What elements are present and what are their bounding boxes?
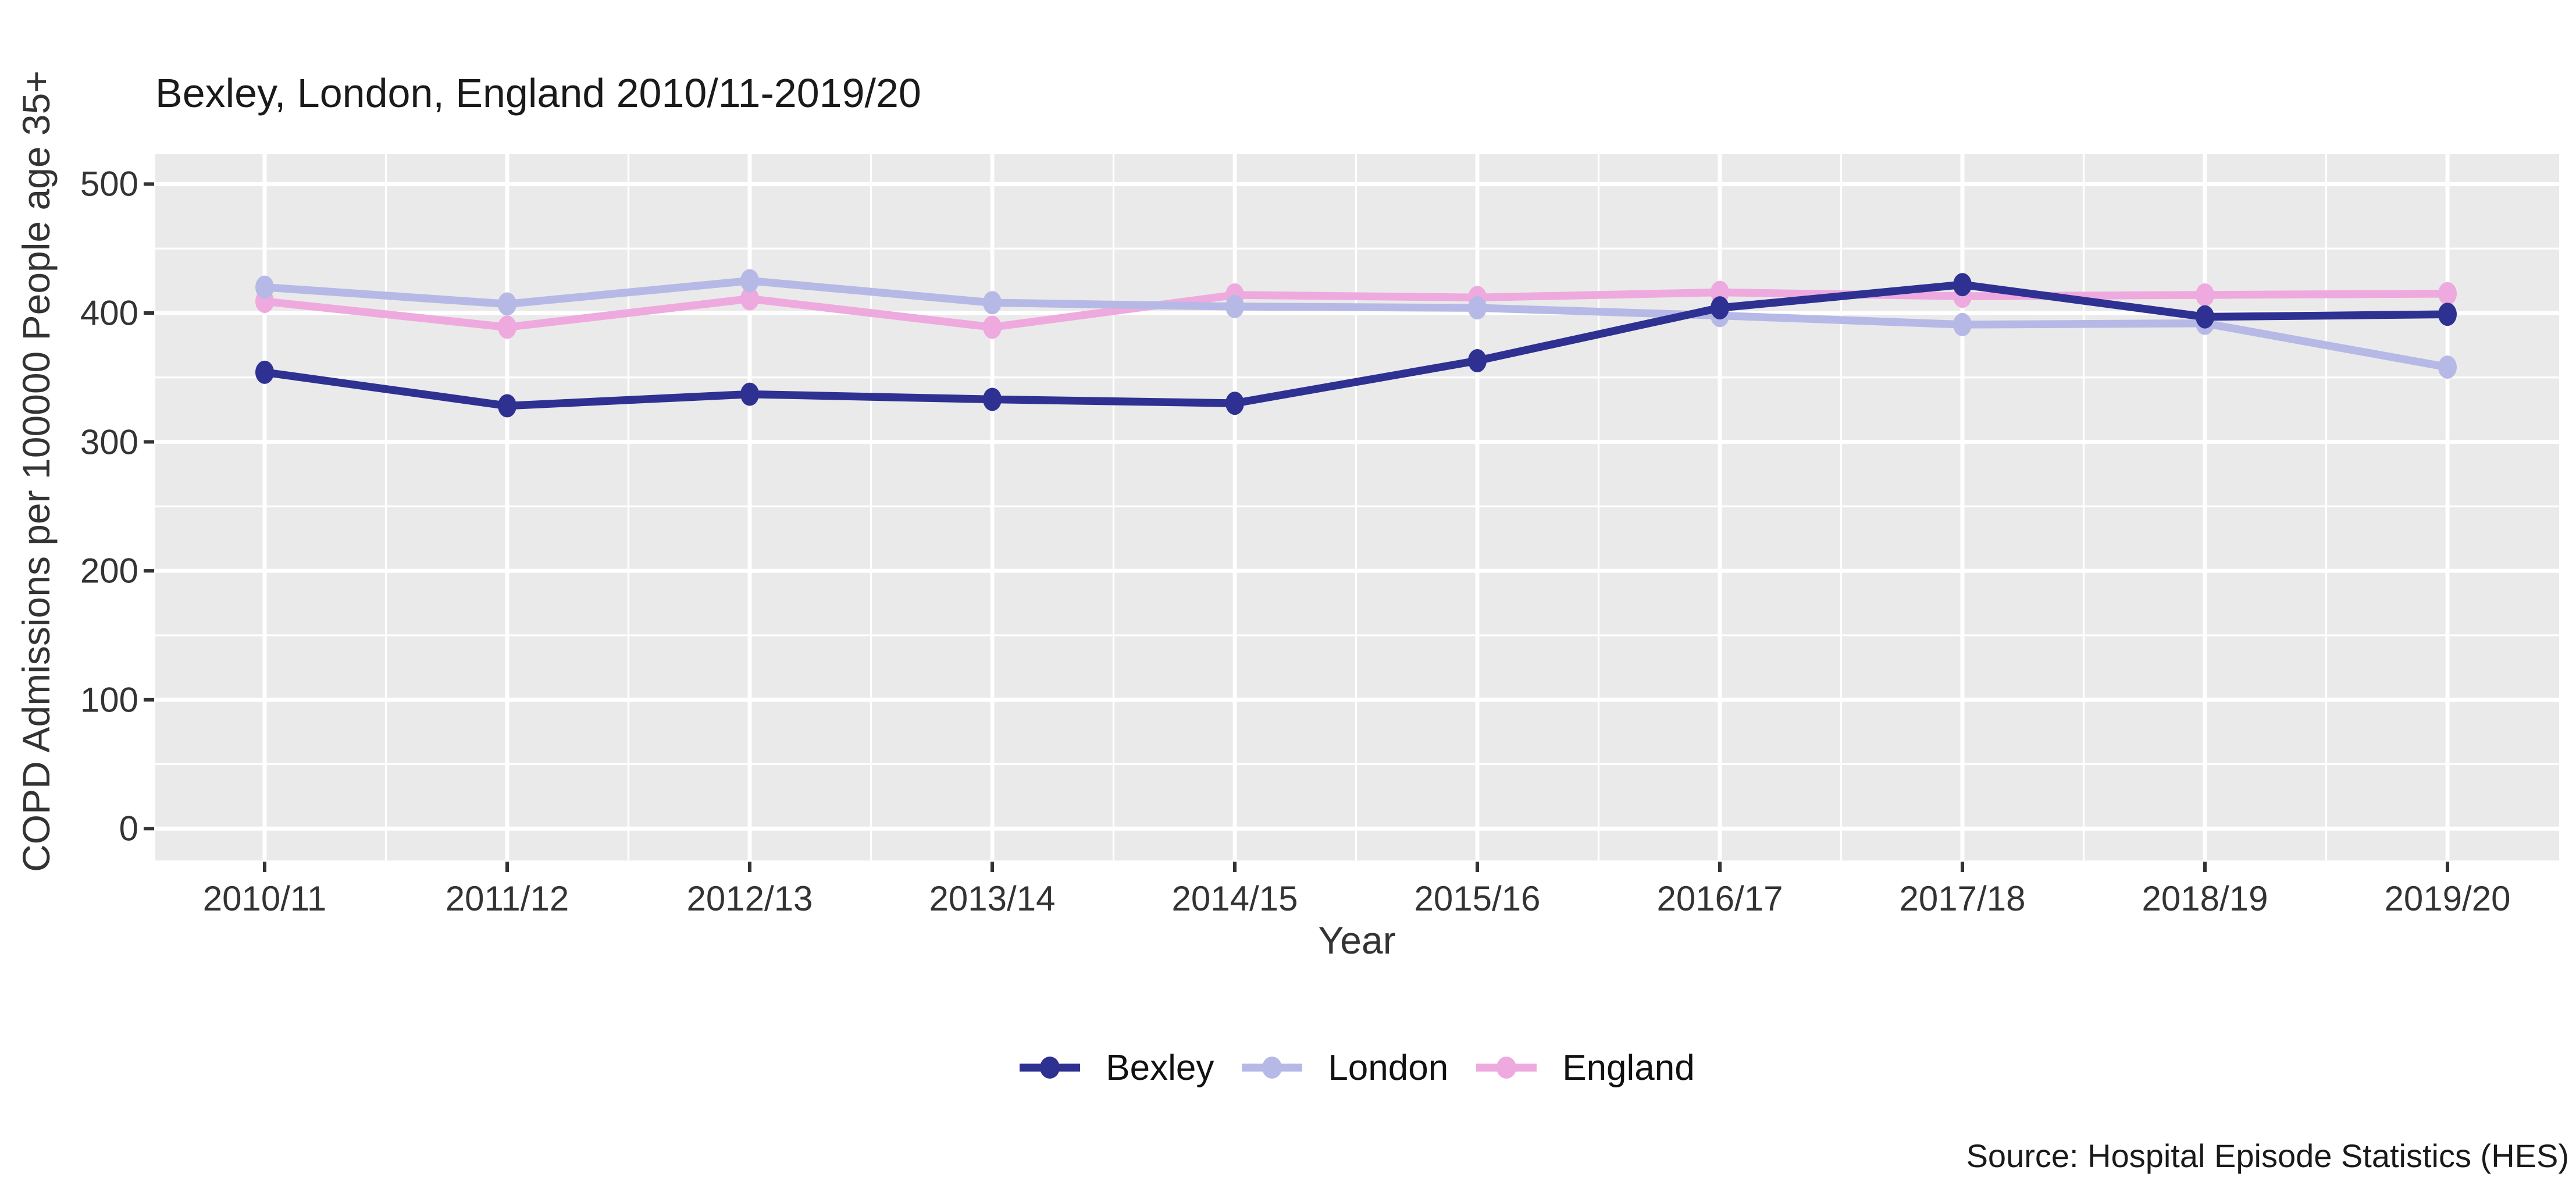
x-tick-label: 2014/15 [1171, 879, 1298, 918]
point-london-2012/13 [740, 269, 759, 293]
point-bexley-2012/13 [740, 382, 759, 406]
point-london-2014/15 [1225, 294, 1244, 318]
legend-key-bexley-icon [1020, 1057, 1081, 1079]
x-tick-label: 2010/11 [202, 879, 327, 918]
legend-key-london-icon [1242, 1057, 1303, 1079]
point-bexley-2018/19 [2196, 305, 2214, 329]
point-london-2011/12 [498, 292, 516, 316]
point-london-2019/20 [2438, 355, 2457, 379]
legend-key-england-icon [1476, 1057, 1537, 1079]
x-tick-label: 2017/18 [1899, 879, 2026, 918]
point-england-2013/14 [983, 315, 1002, 339]
point-bexley-2016/17 [1711, 296, 1729, 320]
point-bexley-2010/11 [255, 360, 274, 384]
legend-label: Bexley [1106, 1047, 1214, 1088]
point-bexley-2017/18 [1953, 273, 1972, 297]
x-tick-label: 2011/12 [445, 879, 569, 918]
y-tick-label: 500 [80, 164, 138, 204]
y-tick-label: 200 [80, 551, 138, 591]
x-tick-label: 2018/19 [2142, 879, 2268, 918]
y-tick-label: 400 [80, 293, 138, 333]
point-london-2017/18 [1953, 312, 1972, 336]
point-england-2018/19 [2196, 283, 2214, 307]
x-tick-label: 2013/14 [929, 879, 1056, 918]
point-bexley-2019/20 [2438, 303, 2457, 326]
legend-label: England [1562, 1047, 1695, 1088]
chart-title: Bexley, London, England 2010/11-2019/20 [155, 70, 921, 116]
y-tick-label: 300 [80, 422, 138, 462]
point-bexley-2015/16 [1468, 348, 1487, 372]
chart-legend: Bexley London England [155, 1047, 2559, 1089]
legend-item-bexley: Bexley [1020, 1047, 1214, 1089]
x-axis-title: Year [1318, 919, 1396, 962]
source-note: Source: Hospital Episode Statistics (HES… [1966, 1137, 2569, 1174]
plot-panel [155, 154, 2559, 860]
point-england-2011/12 [498, 315, 516, 339]
x-tick-label: 2019/20 [2384, 879, 2511, 918]
point-bexley-2013/14 [983, 387, 1002, 411]
legend-label: London [1328, 1047, 1449, 1088]
y-tick-label: 100 [80, 680, 138, 720]
y-tick-label: 0 [119, 809, 138, 848]
x-tick-label: 2016/17 [1656, 879, 1783, 918]
point-london-2010/11 [255, 275, 274, 299]
point-london-2013/14 [983, 291, 1002, 315]
line-bexley [264, 280, 2448, 410]
point-england-2012/13 [740, 287, 759, 311]
line-london [264, 276, 2449, 371]
point-bexley-2011/12 [498, 394, 516, 418]
x-tick-label: 2015/16 [1414, 879, 1541, 918]
line-england [264, 288, 2448, 332]
point-bexley-2014/15 [1225, 392, 1244, 415]
point-england-2019/20 [2438, 282, 2457, 305]
point-london-2015/16 [1468, 296, 1487, 320]
legend-item-england: England [1476, 1047, 1695, 1089]
x-tick-label: 2012/13 [686, 879, 813, 918]
legend-item-london: London [1242, 1047, 1448, 1089]
